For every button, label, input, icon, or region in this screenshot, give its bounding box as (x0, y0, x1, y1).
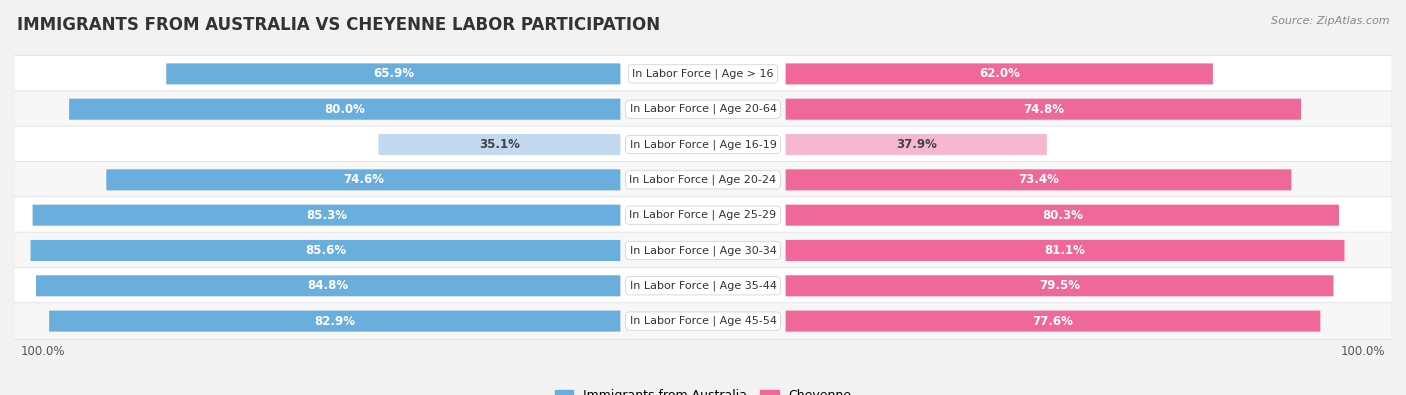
Text: In Labor Force | Age 20-64: In Labor Force | Age 20-64 (630, 104, 776, 115)
FancyBboxPatch shape (14, 91, 1392, 128)
Text: In Labor Force | Age > 16: In Labor Force | Age > 16 (633, 69, 773, 79)
Text: In Labor Force | Age 35-44: In Labor Force | Age 35-44 (630, 280, 776, 291)
Text: 85.3%: 85.3% (307, 209, 347, 222)
FancyBboxPatch shape (14, 267, 1392, 304)
FancyBboxPatch shape (14, 303, 1392, 339)
FancyBboxPatch shape (32, 205, 620, 226)
Legend: Immigrants from Australia, Cheyenne: Immigrants from Australia, Cheyenne (550, 384, 856, 395)
FancyBboxPatch shape (107, 169, 620, 190)
Text: In Labor Force | Age 30-34: In Labor Force | Age 30-34 (630, 245, 776, 256)
Text: 65.9%: 65.9% (373, 68, 413, 81)
Text: 77.6%: 77.6% (1032, 314, 1073, 327)
FancyBboxPatch shape (69, 99, 620, 120)
FancyBboxPatch shape (786, 275, 1333, 296)
FancyBboxPatch shape (786, 63, 1213, 85)
FancyBboxPatch shape (166, 63, 620, 85)
FancyBboxPatch shape (786, 310, 1320, 332)
FancyBboxPatch shape (14, 232, 1392, 269)
Text: 84.8%: 84.8% (308, 279, 349, 292)
FancyBboxPatch shape (786, 169, 1291, 190)
Text: In Labor Force | Age 45-54: In Labor Force | Age 45-54 (630, 316, 776, 326)
FancyBboxPatch shape (14, 56, 1392, 92)
Text: 62.0%: 62.0% (979, 68, 1019, 81)
FancyBboxPatch shape (31, 240, 620, 261)
Text: 100.0%: 100.0% (21, 345, 66, 358)
Text: 73.4%: 73.4% (1018, 173, 1059, 186)
FancyBboxPatch shape (49, 310, 620, 332)
Text: IMMIGRANTS FROM AUSTRALIA VS CHEYENNE LABOR PARTICIPATION: IMMIGRANTS FROM AUSTRALIA VS CHEYENNE LA… (17, 16, 659, 34)
Text: 81.1%: 81.1% (1045, 244, 1085, 257)
FancyBboxPatch shape (786, 240, 1344, 261)
FancyBboxPatch shape (378, 134, 620, 155)
Text: 79.5%: 79.5% (1039, 279, 1080, 292)
Text: Source: ZipAtlas.com: Source: ZipAtlas.com (1271, 16, 1389, 26)
Text: In Labor Force | Age 16-19: In Labor Force | Age 16-19 (630, 139, 776, 150)
Text: 80.3%: 80.3% (1042, 209, 1083, 222)
FancyBboxPatch shape (14, 162, 1392, 198)
Text: In Labor Force | Age 20-24: In Labor Force | Age 20-24 (630, 175, 776, 185)
FancyBboxPatch shape (14, 197, 1392, 233)
Text: 35.1%: 35.1% (479, 138, 520, 151)
Text: 80.0%: 80.0% (325, 103, 366, 116)
Text: 74.6%: 74.6% (343, 173, 384, 186)
FancyBboxPatch shape (786, 99, 1301, 120)
Text: 74.8%: 74.8% (1022, 103, 1064, 116)
Text: 85.6%: 85.6% (305, 244, 346, 257)
FancyBboxPatch shape (37, 275, 620, 296)
Text: 37.9%: 37.9% (896, 138, 936, 151)
Text: 100.0%: 100.0% (1340, 345, 1385, 358)
Text: In Labor Force | Age 25-29: In Labor Force | Age 25-29 (630, 210, 776, 220)
FancyBboxPatch shape (786, 134, 1047, 155)
FancyBboxPatch shape (14, 126, 1392, 163)
Text: 82.9%: 82.9% (315, 314, 356, 327)
FancyBboxPatch shape (786, 205, 1339, 226)
